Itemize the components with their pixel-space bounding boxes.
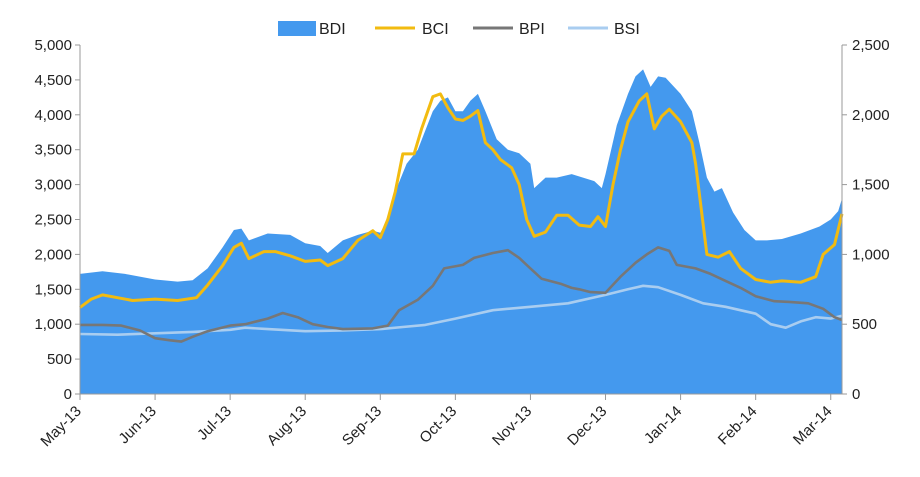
left-tick-label: 2,500 (34, 212, 72, 229)
left-tick-label: 3,000 (34, 177, 72, 194)
right-tick-label: 500 (852, 316, 877, 333)
bpi-line (80, 246, 843, 343)
x-tick-label: Jan-14 (641, 403, 685, 447)
x-tick-label: Jun-13 (115, 403, 159, 447)
right-tick-label: 2,500 (852, 37, 890, 54)
series-lines (79, 92, 844, 343)
legend-label: BSI (614, 21, 640, 38)
left-tick-label: 0 (64, 386, 72, 403)
left-tick-label: 1,000 (34, 316, 72, 333)
x-axis-ticks: May-13 Jun-13 Jul-13 Aug-13 Sep-13 Oct-13 Nov-… (37, 394, 836, 450)
x-tick-label: Nov-13 (489, 403, 535, 449)
bdi-area (80, 69, 842, 395)
left-tick-label: 5,000 (34, 37, 72, 54)
bci-line (79, 92, 844, 309)
left-tick-label: 1,500 (34, 281, 72, 298)
left-tick-label: 4,000 (34, 107, 72, 124)
right-tick-label: 0 (852, 386, 860, 403)
x-tick-label: Jul-13 (194, 403, 235, 444)
left-tick-label: 4,500 (34, 72, 72, 89)
x-tick-label: Dec-13 (564, 403, 610, 449)
right-tick-label: 1,000 (852, 246, 890, 263)
x-tick-label: Sep-13 (339, 403, 385, 449)
legend-label: BDI (319, 21, 346, 38)
left-tick-label: 3,500 (34, 142, 72, 159)
x-tick-label: Aug-13 (264, 403, 310, 449)
x-tick-label: May-13 (37, 403, 84, 450)
left-tick-label: 2,000 (34, 246, 72, 263)
bsi-line (79, 284, 843, 337)
right-y-axis-ticks: 0 500 1,000 1,500 2,000 2,500 (842, 37, 890, 403)
x-tick-label: Mar-14 (790, 403, 836, 449)
legend-label: BPI (519, 21, 545, 38)
legend-item-bpi: BPI (473, 21, 545, 38)
left-tick-label: 500 (47, 351, 72, 368)
legend-item-bsi: BSI (568, 21, 640, 38)
left-y-axis-ticks: 0 500 1,000 1,500 2,000 2,500 3,000 3,500 4,000 4… (34, 37, 80, 403)
chart-legend: BDI BCI BPI BSI (278, 21, 640, 38)
bdi-area-layer (80, 69, 842, 395)
x-tick-label: Feb-14 (715, 403, 761, 449)
right-tick-label: 2,000 (852, 107, 890, 124)
legend-label: BCI (422, 21, 449, 38)
right-tick-label: 1,500 (852, 177, 890, 194)
legend-item-bdi: BDI (278, 21, 346, 38)
legend-swatch (278, 21, 316, 36)
legend-item-bci: BCI (375, 21, 449, 38)
x-tick-label: Oct-13 (416, 403, 460, 447)
